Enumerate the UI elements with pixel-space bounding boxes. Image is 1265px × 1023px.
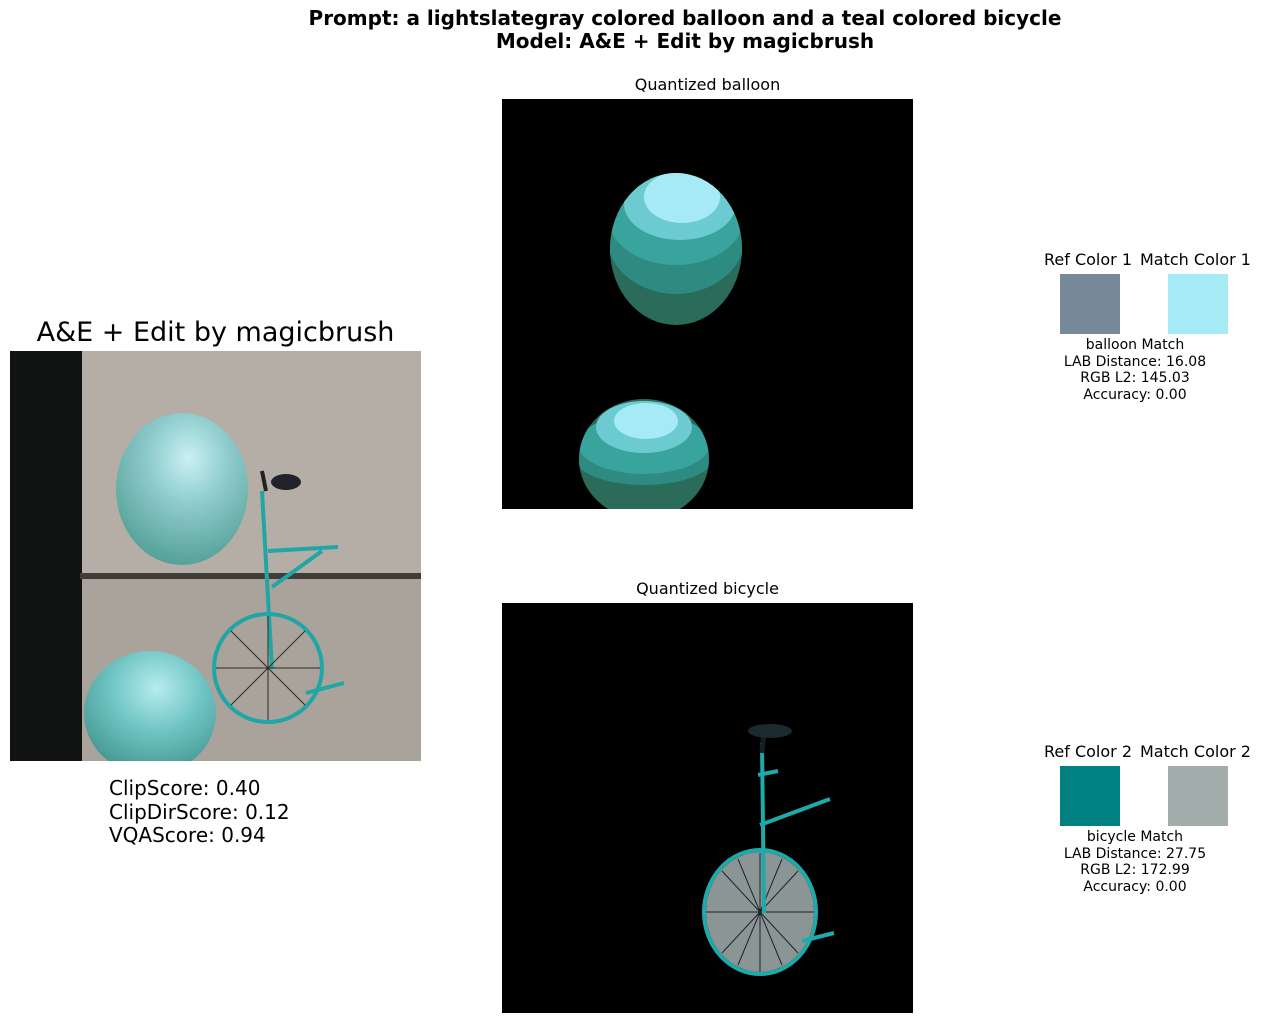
ref-color-1-swatch bbox=[1060, 274, 1120, 334]
match-color-2-swatch bbox=[1168, 766, 1228, 826]
figure-title: Prompt: a lightslategray colored balloon… bbox=[0, 7, 1265, 53]
quantized-balloon-image bbox=[502, 99, 913, 509]
balloon-panel-title: Quantized balloon bbox=[634, 75, 781, 94]
bicycle-lab-distance: LAB Distance: 27.75 bbox=[1063, 845, 1207, 862]
prompt-text: Prompt: a lightslategray colored balloon… bbox=[308, 6, 1062, 30]
bicycle-panel-title: Quantized bicycle bbox=[636, 579, 779, 598]
ref-color-2-label: Ref Color 2 bbox=[1044, 742, 1132, 761]
balloon-match-title: balloon Match bbox=[1085, 337, 1185, 353]
bicycle-rgb-l2: RGB L2: 172.99 bbox=[1080, 862, 1190, 878]
match-color-2-label: Match Color 2 bbox=[1140, 742, 1251, 761]
clipdir-score: ClipDirScore: 0.12 bbox=[109, 799, 290, 824]
bicycle-match-title: bicycle Match bbox=[1086, 829, 1184, 845]
balloon-rgb-l2: RGB L2: 145.03 bbox=[1080, 370, 1190, 386]
match-color-1-label: Match Color 1 bbox=[1140, 250, 1251, 269]
generated-image bbox=[10, 351, 421, 761]
quantized-bicycle-image bbox=[502, 603, 913, 1013]
bicycle-metrics: bicycle Match LAB Distance: 27.75 RGB L2… bbox=[1025, 829, 1245, 895]
bicycle-accuracy: Accuracy: 0.00 bbox=[1083, 878, 1187, 895]
ref-color-2-swatch bbox=[1060, 766, 1120, 826]
balloon-metrics: balloon Match LAB Distance: 16.08 RGB L2… bbox=[1025, 337, 1245, 403]
ref-color-1-label: Ref Color 1 bbox=[1044, 250, 1132, 269]
match-color-1-swatch bbox=[1168, 274, 1228, 334]
clip-score: ClipScore: 0.40 bbox=[109, 776, 261, 800]
vqa-score: VQAScore: 0.94 bbox=[109, 823, 266, 847]
main-image-title: A&E + Edit by magicbrush bbox=[36, 317, 395, 348]
balloon-accuracy: Accuracy: 0.00 bbox=[1083, 386, 1187, 403]
score-block: ClipScore: 0.40 ClipDirScore: 0.12 VQASc… bbox=[109, 776, 290, 848]
balloon-lab-distance: LAB Distance: 16.08 bbox=[1063, 353, 1207, 370]
model-text: Model: A&E + Edit by magicbrush bbox=[495, 29, 875, 53]
